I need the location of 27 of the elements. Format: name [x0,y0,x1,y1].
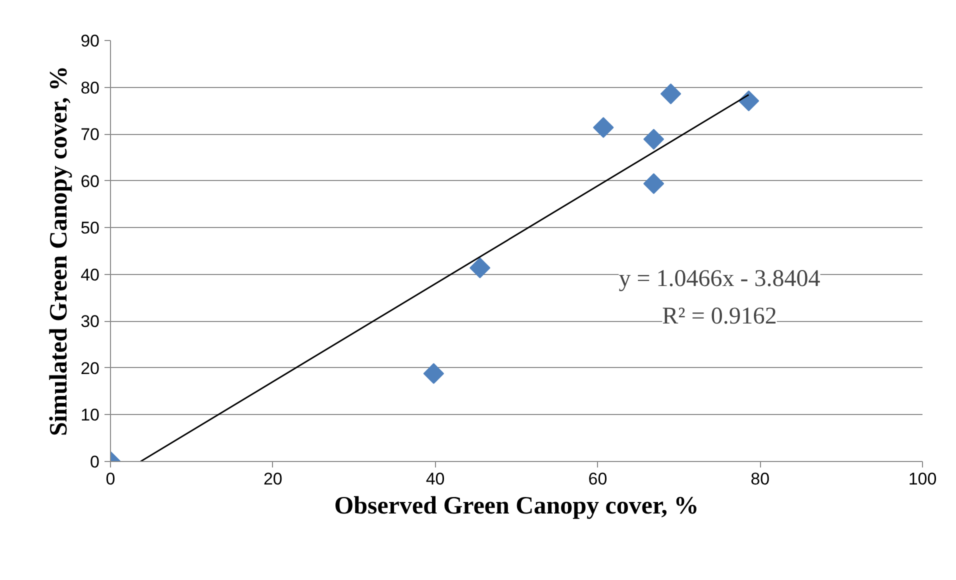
x-axis-title: Observed Green Canopy cover, % [334,492,699,520]
point [470,257,490,278]
y-tick-label: 20 [80,358,100,378]
y-tick-label: 90 [80,32,100,50]
y-tick-label: 50 [80,218,100,238]
x-tick-label: 80 [750,470,770,488]
x-tick-label: 40 [426,470,445,488]
point [643,173,664,194]
y-tick-label: 80 [80,78,100,98]
point [660,83,682,104]
y-axis-title: Simulated Green Canopy cover, % [46,66,73,436]
x-tick-label: 0 [106,470,116,488]
point [643,128,664,150]
point [738,90,760,112]
x-tick-label: 100 [908,470,937,488]
y-tick-label: 30 [80,312,100,332]
y-tick-label: 70 [80,125,100,144]
y-tick-label: 10 [80,406,100,425]
annotation: y = 1.0466x - 3.8404 [618,266,820,292]
y-tick-label: 60 [80,172,100,191]
annotation: R² = 0.9162 [662,303,777,330]
point [592,117,614,138]
x-tick-label: 20 [263,470,282,488]
point [423,363,444,384]
y-tick-label: 40 [80,265,100,284]
y-tick-label: 0 [90,452,100,472]
x-tick-label: 60 [588,470,608,488]
